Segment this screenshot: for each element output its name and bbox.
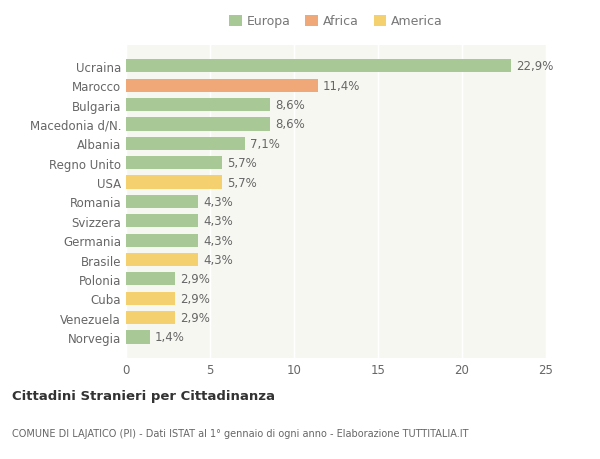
Text: 1,4%: 1,4% [155,331,184,344]
Bar [126,118,271,131]
Bar [126,234,198,247]
Text: 4,3%: 4,3% [203,253,233,266]
Bar [126,60,511,73]
Bar [126,196,198,208]
Bar [126,99,271,112]
Text: 5,7%: 5,7% [227,176,257,189]
Legend: Europa, Africa, America: Europa, Africa, America [224,11,448,34]
Text: 11,4%: 11,4% [323,79,360,92]
Text: COMUNE DI LAJATICO (PI) - Dati ISTAT al 1° gennaio di ogni anno - Elaborazione T: COMUNE DI LAJATICO (PI) - Dati ISTAT al … [12,428,469,438]
Text: 8,6%: 8,6% [275,99,305,112]
Bar [126,79,317,93]
Text: 7,1%: 7,1% [250,138,280,151]
Bar [126,311,175,325]
Bar [126,253,198,267]
Bar [126,273,175,286]
Bar [126,330,149,344]
Bar [126,215,198,228]
Text: 4,3%: 4,3% [203,234,233,247]
Bar [126,292,175,305]
Bar [126,157,222,170]
Text: 2,9%: 2,9% [180,292,209,305]
Text: 8,6%: 8,6% [275,118,305,131]
Text: 2,9%: 2,9% [180,312,209,325]
Text: 4,3%: 4,3% [203,215,233,228]
Text: 22,9%: 22,9% [516,60,553,73]
Bar [126,176,222,189]
Text: 4,3%: 4,3% [203,196,233,208]
Text: Cittadini Stranieri per Cittadinanza: Cittadini Stranieri per Cittadinanza [12,389,275,403]
Text: 5,7%: 5,7% [227,157,257,170]
Bar [126,137,245,151]
Text: 2,9%: 2,9% [180,273,209,286]
